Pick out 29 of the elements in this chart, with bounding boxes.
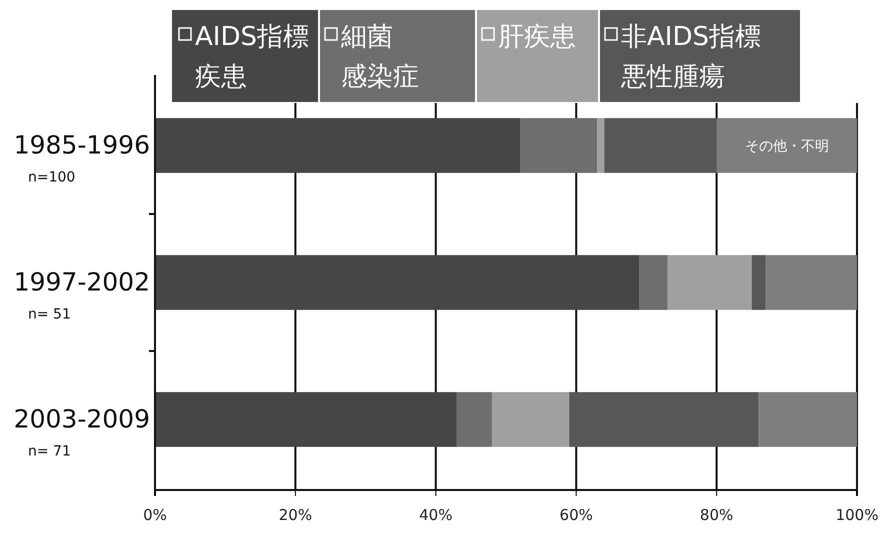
x-tick-label: 80% bbox=[700, 506, 734, 524]
bar bbox=[716, 118, 857, 173]
x-tick-label: 20% bbox=[278, 506, 312, 524]
bar bbox=[456, 392, 492, 447]
legend-label: AIDS指標疾患 bbox=[195, 22, 309, 92]
series-label: その他・不明 bbox=[744, 138, 829, 154]
legend-label: 肝疾患 bbox=[498, 22, 576, 52]
y-tick-label: 1985-1996 n=100 bbox=[14, 130, 150, 186]
bar bbox=[639, 255, 668, 310]
bar bbox=[667, 255, 752, 310]
bar bbox=[758, 392, 857, 447]
legend-label: 細菌感染症 bbox=[340, 22, 419, 92]
bar bbox=[766, 255, 857, 310]
bar bbox=[155, 392, 457, 447]
x-tick-label: 0% bbox=[143, 506, 167, 524]
bar bbox=[597, 118, 604, 173]
bar bbox=[520, 118, 598, 173]
bar bbox=[155, 255, 640, 310]
bar bbox=[569, 392, 759, 447]
x-tick-label: 60% bbox=[560, 506, 593, 524]
bar bbox=[492, 392, 570, 447]
x-tick-label: 100% bbox=[836, 506, 878, 524]
y-tick-label: 2003-2009 n= 71 bbox=[14, 404, 150, 460]
x-tick-label: 40% bbox=[419, 506, 452, 524]
bar bbox=[752, 255, 766, 310]
y-tick-label: 1997-2002 n= 51 bbox=[14, 268, 150, 322]
bar bbox=[155, 118, 520, 173]
bar bbox=[604, 118, 717, 173]
legend-label: 非AIDS指標悪性腫瘍 bbox=[620, 22, 761, 92]
